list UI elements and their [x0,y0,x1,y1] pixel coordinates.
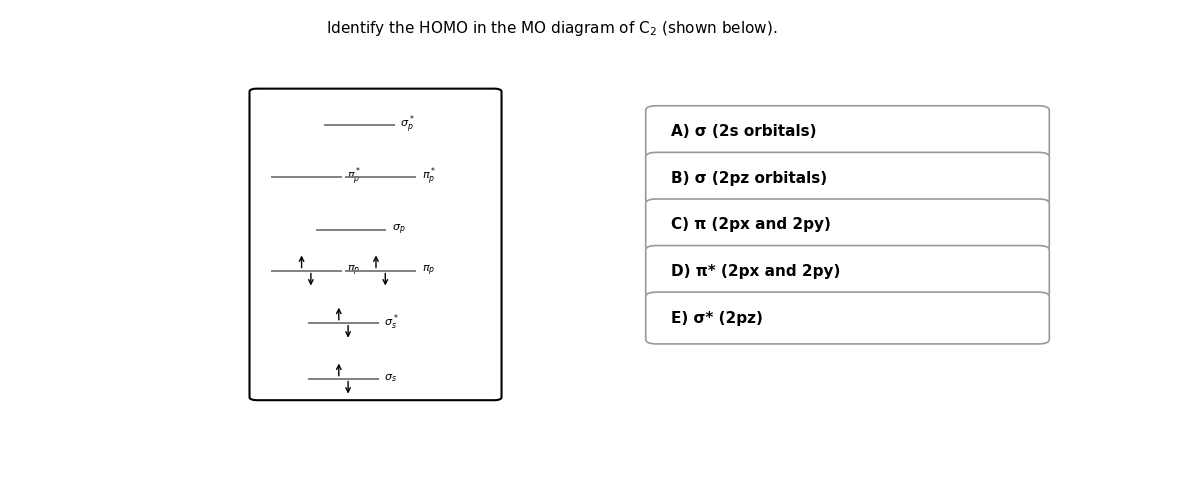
Text: Identify the HOMO in the MO diagram of C$_2$ (shown below).: Identify the HOMO in the MO diagram of C… [326,19,778,38]
Text: $\pi_p$: $\pi_p$ [421,263,434,278]
Text: E) σ* (2pz): E) σ* (2pz) [671,311,763,326]
FancyBboxPatch shape [646,292,1049,344]
Text: A) σ (2s orbitals): A) σ (2s orbitals) [671,124,816,139]
Text: $\pi_p$: $\pi_p$ [347,263,360,278]
FancyBboxPatch shape [646,152,1049,204]
Text: $\sigma_s$: $\sigma_s$ [384,373,397,384]
Text: $\sigma_p$: $\sigma_p$ [391,222,406,237]
Text: $\sigma_p^*$: $\sigma_p^*$ [400,114,415,136]
Text: $\sigma_s^*$: $\sigma_s^*$ [384,313,400,333]
Text: C) π (2px and 2py): C) π (2px and 2py) [671,217,830,232]
FancyBboxPatch shape [646,106,1049,158]
FancyBboxPatch shape [646,245,1049,297]
Text: D) π* (2px and 2py): D) π* (2px and 2py) [671,264,840,279]
Text: $\pi_p^*$: $\pi_p^*$ [421,166,436,188]
Text: B) σ (2pz orbitals): B) σ (2pz orbitals) [671,171,827,186]
Text: $\pi_p^*$: $\pi_p^*$ [347,166,361,188]
FancyBboxPatch shape [250,89,502,400]
FancyBboxPatch shape [646,199,1049,251]
